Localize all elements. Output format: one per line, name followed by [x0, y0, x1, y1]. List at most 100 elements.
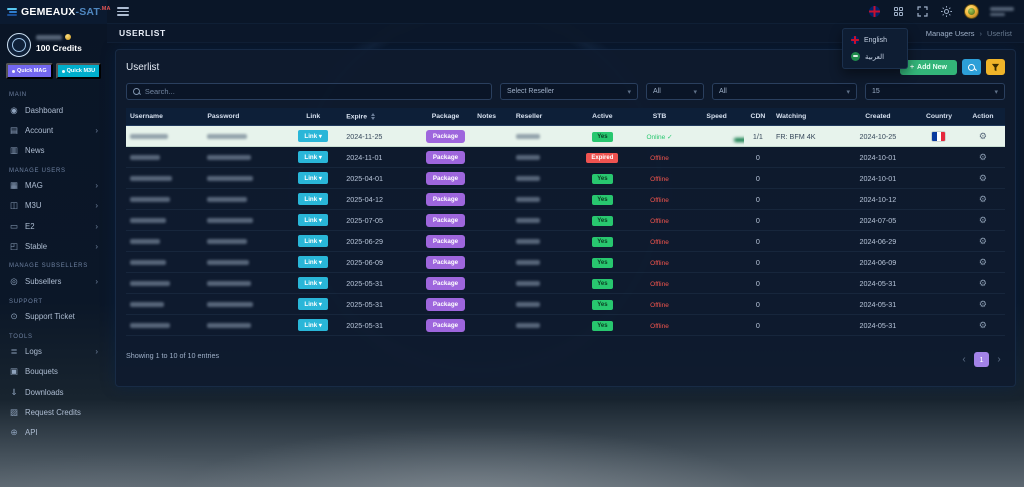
column-header-package[interactable]: Package: [417, 108, 474, 127]
package-badge[interactable]: Package: [425, 234, 466, 248]
link-dropdown-button[interactable]: Link ▾: [298, 172, 328, 185]
sidebar-item-downloads[interactable]: ⇓ Downloads: [0, 382, 107, 402]
package-badge[interactable]: Package: [425, 255, 466, 269]
row-settings-gear-icon[interactable]: ⚙: [978, 277, 987, 288]
link-dropdown-button[interactable]: Link ▾: [298, 193, 328, 206]
package-badge[interactable]: Package: [425, 171, 466, 185]
pagination-prev-button[interactable]: ‹: [958, 354, 970, 366]
link-dropdown-button[interactable]: Link ▾: [298, 151, 328, 164]
sidebar-item-subsellers[interactable]: ◎ Subsellers ›: [0, 271, 107, 291]
sidebar-item-e2[interactable]: ▭ E2 ›: [0, 216, 107, 236]
fullscreen-button[interactable]: [916, 5, 929, 18]
link-dropdown-button[interactable]: Link ▾: [298, 298, 328, 311]
sidebar-item-stable[interactable]: ◰ Stable ›: [0, 236, 107, 256]
table-row[interactable]: Link ▾ 2025-06-29 Package Yes Offline 0 2024-0…: [126, 230, 1005, 253]
sidebar-item-account[interactable]: ▤ Account ›: [0, 120, 107, 140]
hamburger-menu-icon[interactable]: [117, 5, 129, 18]
row-settings-gear-icon[interactable]: ⚙: [978, 256, 987, 267]
page-size-select[interactable]: 15 ▾: [865, 83, 1005, 100]
user-avatar[interactable]: [964, 4, 979, 19]
redacted-text: [990, 7, 1014, 11]
link-dropdown-button[interactable]: Link ▾: [298, 235, 328, 248]
column-header-expire[interactable]: Expire: [342, 108, 418, 127]
column-header-created[interactable]: Created: [838, 108, 917, 127]
sidebar-item-support-ticket[interactable]: ⊙ Support Ticket: [0, 307, 107, 327]
row-settings-gear-icon[interactable]: ⚙: [978, 298, 987, 309]
link-dropdown-button[interactable]: Link ▾: [298, 277, 328, 290]
search-input[interactable]: [144, 87, 485, 96]
row-settings-gear-icon[interactable]: ⚙: [978, 214, 987, 225]
sidebar-item-m3u[interactable]: ◫ M3U ›: [0, 196, 107, 216]
package-badge[interactable]: Package: [425, 318, 466, 332]
sidebar-item-dashboard[interactable]: ◉ Dashboard: [0, 100, 107, 120]
table-row[interactable]: Link ▾ 2024-11-01 Package Expired Offline 0 20…: [126, 146, 1005, 169]
filter-button[interactable]: [986, 59, 1005, 75]
sidebar-item-request-credits[interactable]: ▨ Request Credits: [0, 402, 107, 422]
row-settings-gear-icon[interactable]: ⚙: [978, 193, 987, 204]
package-badge[interactable]: Package: [425, 213, 466, 227]
row-settings-gear-icon[interactable]: ⚙: [978, 151, 987, 162]
cell-reseller: [511, 125, 576, 148]
pagination-next-button[interactable]: ›: [993, 354, 1005, 366]
package-badge[interactable]: Package: [425, 129, 466, 143]
sidebar-item-news[interactable]: ▥ News: [0, 140, 107, 160]
status-select[interactable]: All ▾: [712, 83, 857, 100]
column-header-country[interactable]: Country: [917, 108, 961, 127]
pagination-page-button[interactable]: 1: [974, 352, 989, 368]
row-settings-gear-icon[interactable]: ⚙: [978, 172, 987, 183]
apps-grid-button[interactable]: [892, 5, 905, 18]
package-badge[interactable]: Package: [425, 297, 466, 311]
quick-mag-button[interactable]: Quick MAG: [6, 63, 53, 79]
column-header-notes[interactable]: Notes: [473, 108, 512, 127]
sidebar-item-logs[interactable]: ≣ Logs ›: [0, 342, 107, 362]
table-row[interactable]: Link ▾ 2025-05-31 Package Yes Offline 0 2024-0…: [126, 293, 1005, 316]
search-toggle-button[interactable]: [962, 59, 981, 75]
sidebar-item-mag[interactable]: ▦ MAG ›: [0, 176, 107, 196]
sidebar-item-label: MAG: [25, 181, 43, 191]
sidebar-item-api[interactable]: ⊕ API: [0, 422, 107, 442]
quick-m3u-button[interactable]: Quick M3U: [55, 63, 102, 79]
cell-watching: [771, 146, 839, 169]
column-header-speed[interactable]: Speed: [689, 108, 744, 127]
row-settings-gear-icon[interactable]: ⚙: [978, 130, 987, 141]
column-header-action[interactable]: Action: [960, 108, 1005, 127]
cell-stb: Online ✓: [629, 125, 690, 148]
table-row[interactable]: Link ▾ 2024-11-25 Package Yes Online ✓ 1/1 FR:…: [126, 125, 1005, 148]
link-dropdown-button[interactable]: Link ▾: [298, 214, 328, 227]
column-header-watching[interactable]: Watching: [771, 108, 839, 127]
table-row[interactable]: Link ▾ 2025-05-31 Package Yes Offline 0 2024-0…: [126, 272, 1005, 295]
user-name-redacted[interactable]: [990, 7, 1014, 16]
row-settings-gear-icon[interactable]: ⚙: [978, 235, 987, 246]
package-badge[interactable]: Package: [425, 276, 466, 290]
table-row[interactable]: Link ▾ 2025-05-31 Package Yes Offline 0 2024-0…: [126, 314, 1005, 337]
column-header-username[interactable]: Username: [126, 108, 204, 127]
logo[interactable]: GEMEAUX-SAT.MA: [0, 0, 111, 24]
stable-icon: ◰: [9, 240, 19, 251]
table-row[interactable]: Link ▾ 2025-07-05 Package Yes Offline 0 2024-0…: [126, 209, 1005, 232]
column-header-stb[interactable]: STB: [629, 108, 690, 127]
column-header-reseller[interactable]: Reseller: [511, 108, 576, 127]
column-header-link[interactable]: Link: [284, 108, 343, 127]
link-dropdown-button[interactable]: Link ▾: [298, 256, 328, 269]
language-option-english[interactable]: English: [843, 32, 907, 48]
link-dropdown-button[interactable]: Link ▾: [298, 319, 328, 332]
table-row[interactable]: Link ▾ 2025-06-09 Package Yes Offline 0 2024-0…: [126, 251, 1005, 274]
add-new-button[interactable]: + Add New: [899, 59, 957, 75]
row-settings-gear-icon[interactable]: ⚙: [978, 319, 987, 330]
link-dropdown-button[interactable]: Link ▾: [298, 130, 328, 143]
package-badge[interactable]: Package: [425, 150, 466, 164]
breadcrumb-parent[interactable]: Manage Users: [925, 28, 975, 38]
reseller-select[interactable]: Select Reseller ▾: [500, 83, 638, 100]
sidebar-item-bouquets[interactable]: ▣ Bouquets: [0, 362, 107, 382]
package-badge[interactable]: Package: [425, 192, 466, 206]
type-select[interactable]: All ▾: [646, 83, 704, 100]
table-row[interactable]: Link ▾ 2025-04-12 Package Yes Offline 0 2024-1…: [126, 188, 1005, 211]
language-flag-button[interactable]: [868, 5, 881, 18]
theme-toggle-button[interactable]: [940, 5, 953, 18]
language-option-[interactable]: العربية: [843, 48, 907, 65]
cell-action: ⚙: [960, 230, 1005, 253]
column-header-cdn[interactable]: CDN: [743, 108, 772, 127]
column-header-active[interactable]: Active: [575, 108, 630, 127]
table-row[interactable]: Link ▾ 2025-04-01 Package Yes Offline 0 2024-1…: [126, 167, 1005, 190]
column-header-password[interactable]: Password: [203, 108, 285, 127]
